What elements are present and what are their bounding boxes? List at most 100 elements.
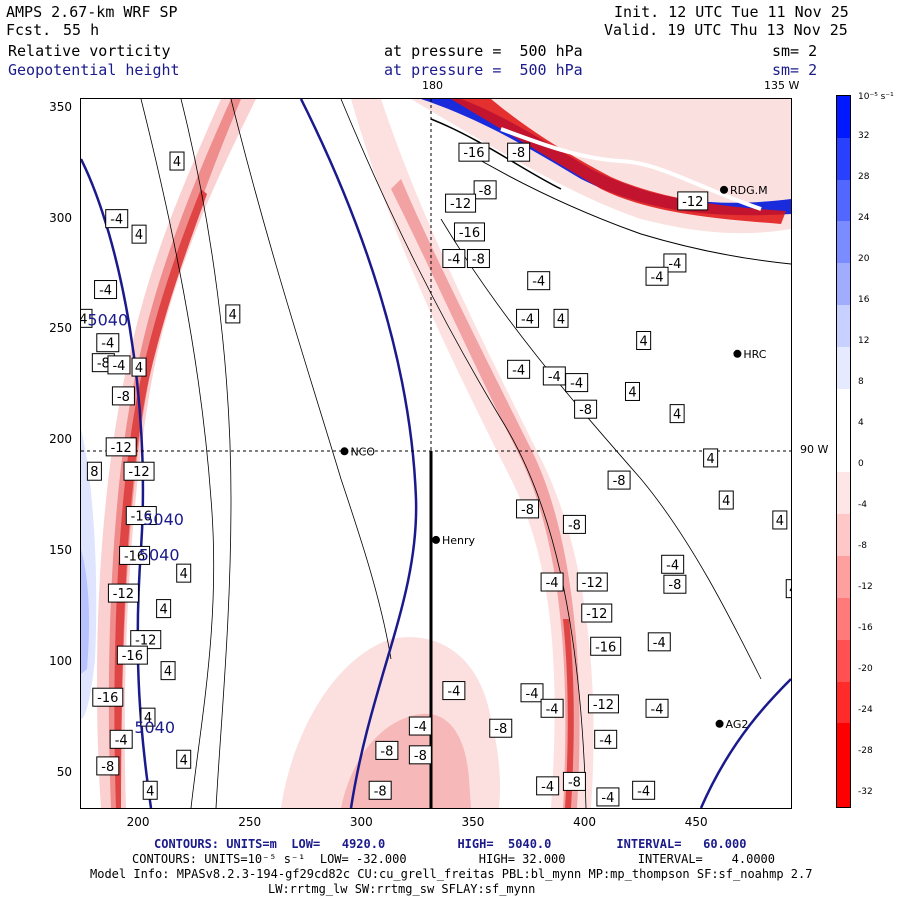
colorbar-swatch-5 [837, 305, 850, 348]
svg-text:-4: -4 [447, 253, 460, 268]
colorbar-label--32: -32 [858, 787, 873, 797]
vorticity-contour-d [340, 99, 587, 808]
svg-text:-16: -16 [131, 510, 152, 525]
svg-text:-8: -8 [97, 357, 110, 372]
svg-text:-8: -8 [512, 146, 525, 161]
vorticity-label-48: 4 [142, 780, 158, 800]
svg-text:-4: -4 [546, 702, 559, 717]
vorticity-label-64: -4 [596, 787, 620, 807]
field2-smoothing: sm= 2 [772, 61, 818, 79]
vorticity-label-77: 4 [785, 579, 791, 599]
svg-text:-4: -4 [532, 275, 545, 290]
svg-text:-4: -4 [548, 370, 561, 385]
vorticity-label-74: 4 [703, 448, 719, 468]
vorticity-label-32: -12 [105, 437, 137, 457]
svg-text:-4: -4 [668, 257, 681, 272]
forecast-label: Fcst. [6, 21, 52, 39]
station-hrc: HRC [733, 348, 767, 361]
colorbar-swatch-8 [837, 430, 850, 473]
svg-text:-8: -8 [579, 403, 592, 418]
vorticity-label-58: -4 [540, 572, 564, 592]
colorbar [836, 95, 851, 808]
colorbar-label-0: 0 [858, 459, 864, 469]
vorticity-label-69: -8 [607, 470, 631, 490]
colorbar-unit: 10⁻⁵ s⁻¹ [858, 92, 894, 102]
colorbar-label-12: 12 [858, 336, 870, 346]
vorticity-contour-b [180, 99, 232, 808]
vorticity-label-65: -4 [632, 780, 656, 800]
y-tick-300: 300 [49, 210, 72, 225]
vorticity-label-36: -16 [119, 545, 151, 565]
footer-height-contours: UNITS=m LOW= 4920.0 HIGH= 5040.0 INTERVA… [226, 837, 747, 851]
svg-text:-8: -8 [521, 503, 534, 518]
vorticity-contour-tr2 [460, 148, 791, 265]
colorbar-swatch-0 [837, 96, 850, 139]
y-tick-350: 350 [49, 99, 72, 114]
vorticity-label-66: -4 [520, 683, 544, 703]
vorticity-label-22: 4 [131, 224, 147, 244]
vorticity-map: -16-8-12-16-4 -8-44-4-4 -4 -4-8444-4-4-12-8… [81, 99, 791, 808]
vorticity-label-23: -4 [94, 280, 118, 300]
svg-text:4: 4 [135, 228, 143, 243]
svg-text:-4: -4 [447, 685, 460, 700]
vorticity-max-center [563, 619, 574, 808]
colorbar-label--16: -16 [858, 623, 873, 633]
colorbar-swatch-15 [837, 723, 850, 766]
svg-text:4: 4 [706, 452, 714, 467]
vorticity-label-67: -4 [540, 698, 564, 718]
x-tick-300: 300 [349, 815, 373, 829]
footer-vort-contours: UNITS=10⁻⁵ s⁻¹ LOW= -32.000 HIGH= 32.000… [204, 852, 776, 866]
svg-text:4: 4 [229, 308, 237, 323]
height-label-1: 5040 [143, 510, 184, 529]
svg-text:-4: -4 [110, 213, 123, 228]
station-henry: Henry [432, 534, 476, 547]
field1-smoothing: sm= 2 [772, 42, 818, 60]
vorticity-contour-tr1 [430, 118, 562, 190]
svg-text:8: 8 [90, 465, 98, 480]
vorticity-label-63: -8 [562, 771, 586, 791]
svg-text:5040: 5040 [143, 510, 184, 529]
svg-text:-8: -8 [479, 184, 492, 199]
forecast-hours: 55 h [63, 21, 100, 39]
height-contour-5040-right [699, 678, 791, 808]
meridian-label-135w: 135 W [764, 79, 800, 92]
svg-text:-12: -12 [450, 197, 471, 212]
vorticity-label-30: 4 [131, 357, 147, 377]
svg-text:-12: -12 [582, 576, 603, 591]
svg-text:-4: -4 [651, 270, 664, 285]
vorticity-label-0: -16 [458, 142, 490, 162]
colorbar-label-20: 20 [858, 254, 870, 264]
svg-text:-4: -4 [521, 312, 534, 327]
vorticity-label-39: 4 [156, 599, 172, 619]
vorticity-label-6: -4 [527, 271, 551, 291]
map-plot-area: -16 -8 -12 -16 -4 -8 -4 4 -4 -4 -4 -4 -8 4 4 4 -4 -4 -12 -8… [80, 98, 792, 809]
colorbar-swatch-12 [837, 597, 850, 641]
colorbar-label--28: -28 [858, 746, 873, 756]
init-time: Init. 12 UTC Tue 11 Nov 25 [614, 3, 849, 21]
vorticity-label-4: -4 [442, 249, 466, 269]
vorticity-label-42: 4 [160, 661, 176, 681]
svg-text:-4: -4 [601, 791, 614, 806]
vorticity-label-14: 4 [636, 331, 652, 351]
colorbar-label--4: -4 [858, 500, 867, 510]
svg-text:4: 4 [144, 711, 152, 726]
vorticity-label-25: 4 [225, 304, 241, 324]
vorticity-label-57: -8 [562, 514, 586, 534]
colorbar-swatch-1 [837, 137, 850, 181]
vorticity-label-17: -4 [645, 266, 669, 286]
vorticity-label-10: -4 [542, 366, 566, 386]
svg-text:4: 4 [557, 312, 565, 327]
svg-text:4: 4 [673, 408, 681, 423]
vorticity-label-72: -4 [647, 632, 671, 652]
colorbar-label-16: 16 [858, 295, 870, 305]
vorticity-contour-e [440, 218, 762, 680]
vorticity-label-45: -4 [109, 729, 133, 749]
colorbar-swatch-9 [837, 472, 850, 515]
vorticity-label-20: 4 [169, 151, 185, 171]
footer-model-info: Model Info: MPASv8.2.3-194-gf29cd82c CU:… [90, 867, 813, 881]
x-tick-450: 450 [684, 815, 708, 829]
vorticity-label-2: -12 [445, 193, 477, 213]
colorbar-swatch-3 [837, 221, 850, 264]
vorticity-label-11: -4 [565, 373, 589, 393]
svg-text:-4: -4 [599, 733, 612, 748]
